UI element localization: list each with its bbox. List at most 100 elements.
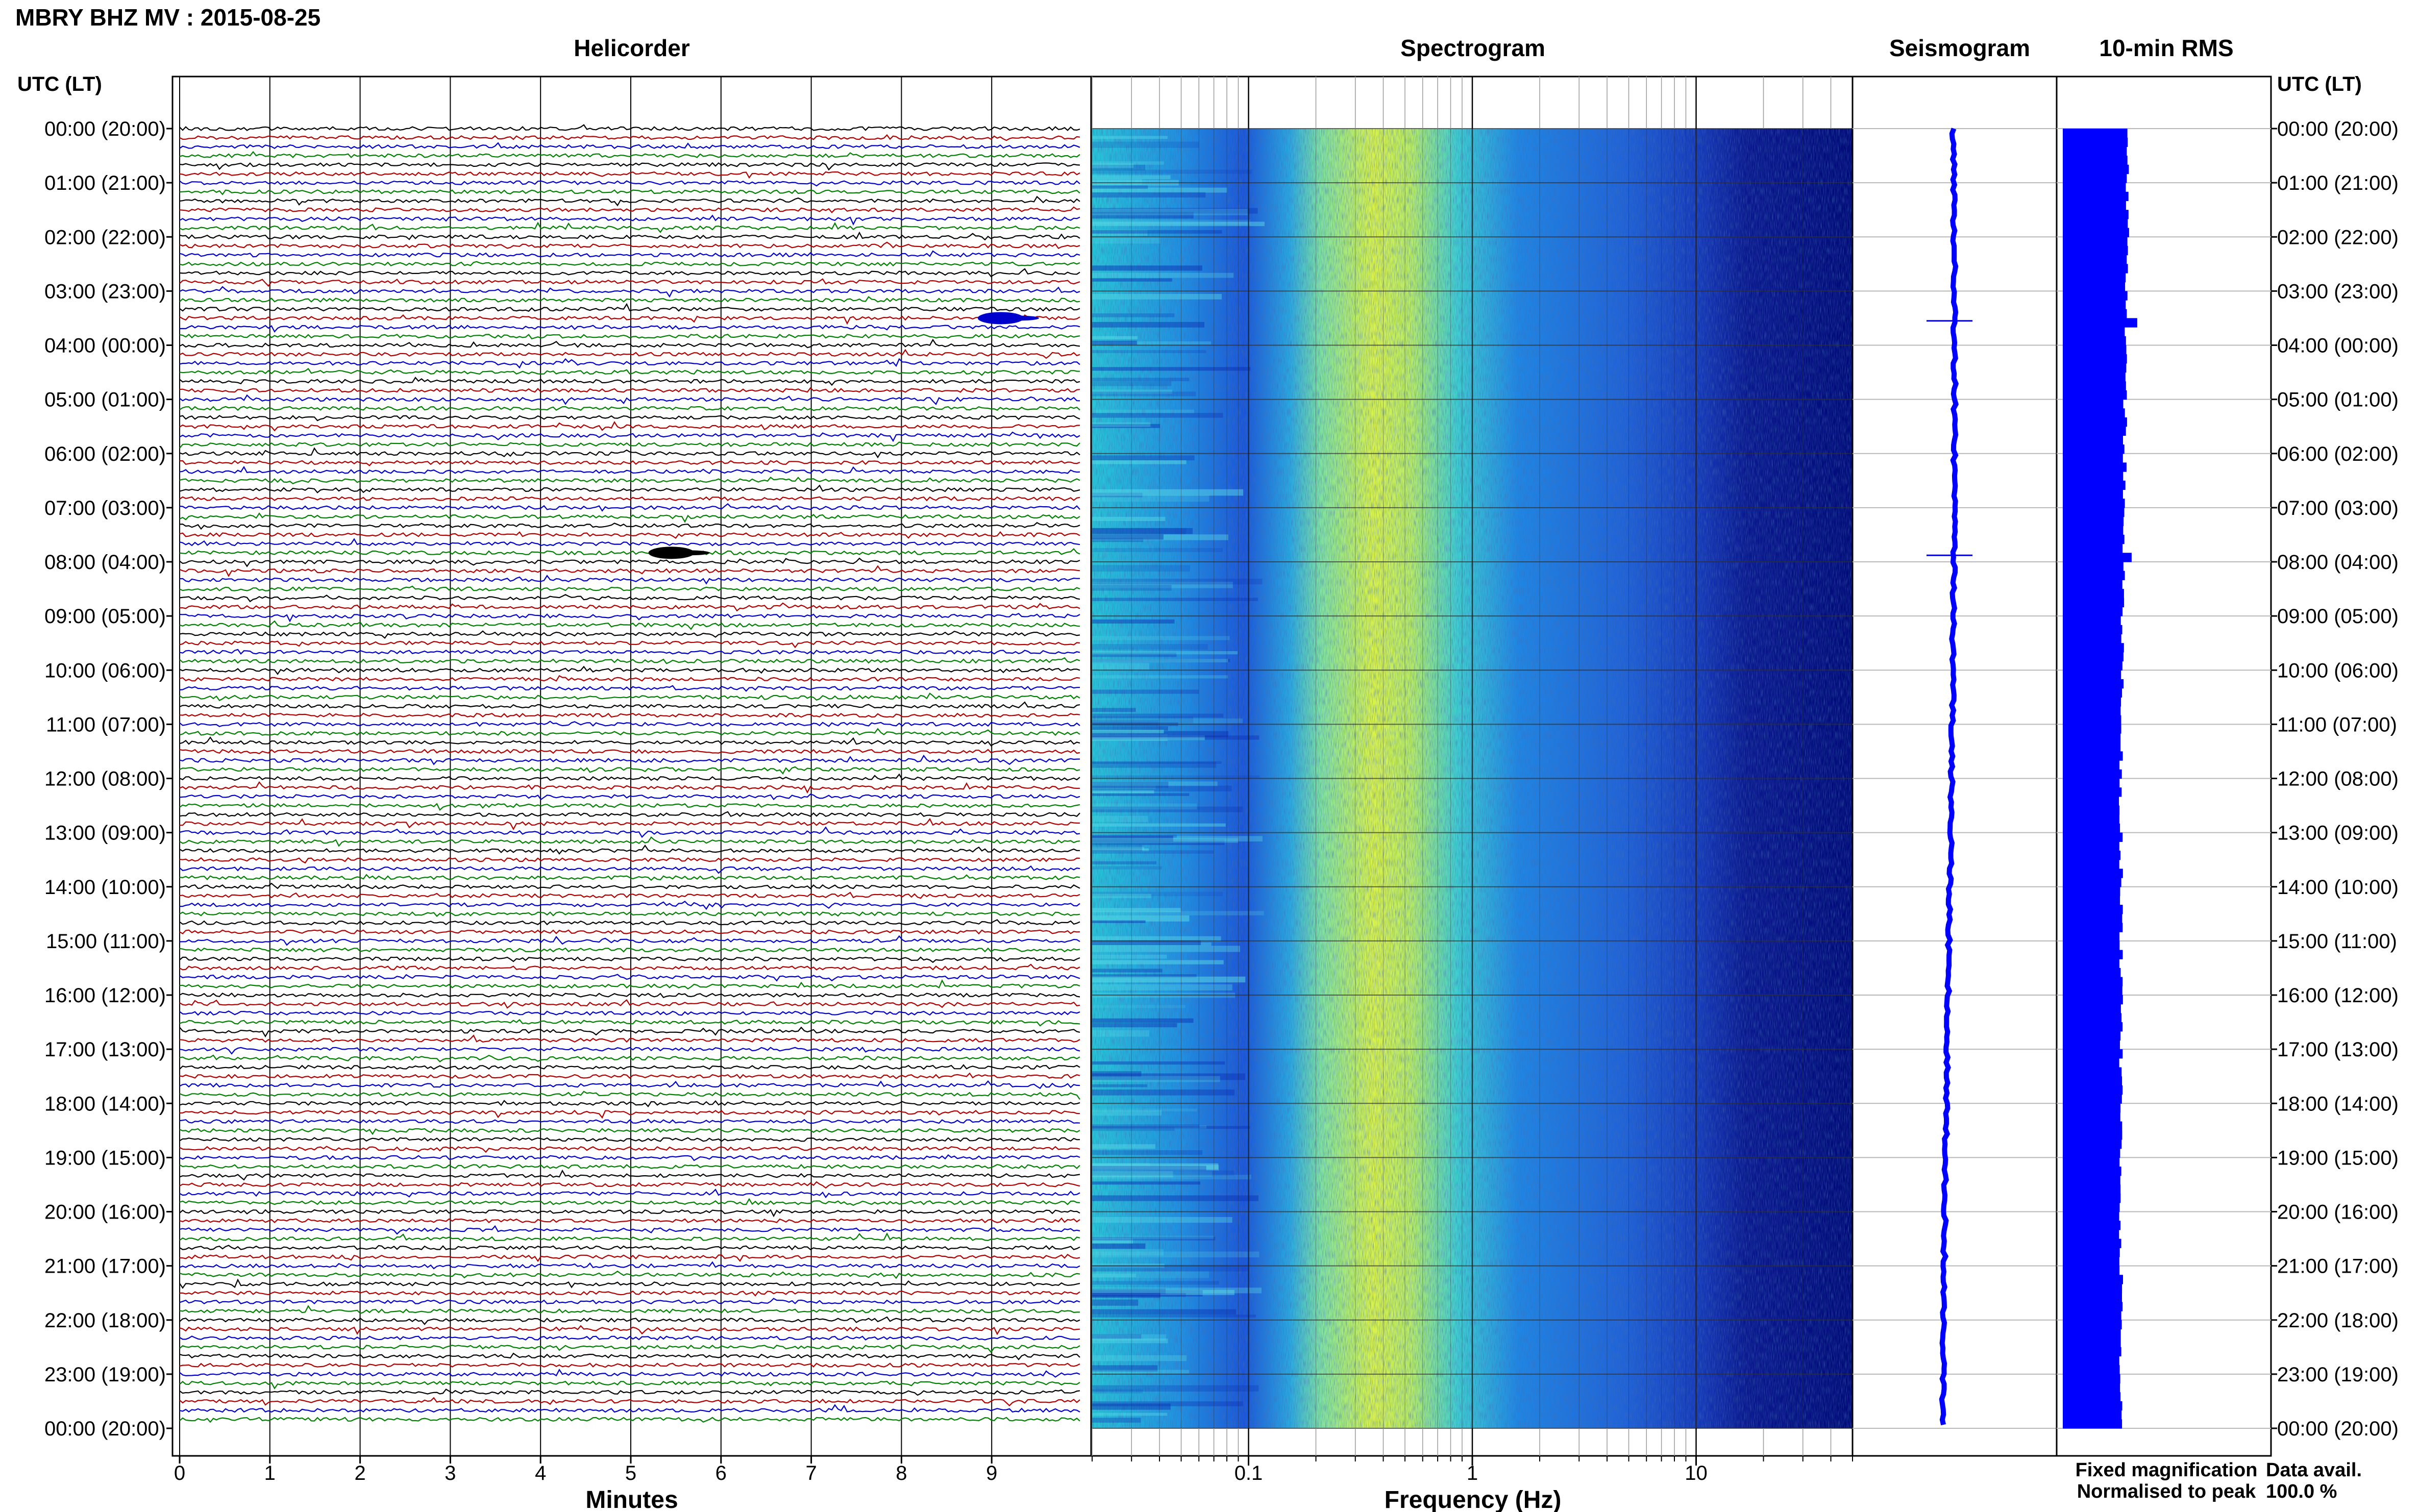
right-tick-label: 00:00 (20:00) (2277, 1418, 2399, 1440)
rms-bar (2063, 489, 2123, 499)
rms-bar (2063, 462, 2127, 472)
spectrogram-stripe (1092, 850, 1214, 854)
spectrogram-stripe (1092, 579, 1263, 585)
right-axis-label: UTC (LT) (2277, 73, 2362, 95)
helicorder-trace (179, 1369, 1080, 1378)
spectrogram-stripe (1092, 141, 1199, 148)
helicorder-x-tick-label: 0 (174, 1462, 185, 1484)
spectrogram-stripe (1092, 651, 1238, 655)
helicorder-trace (179, 1397, 1080, 1407)
rms-bar (2063, 210, 2129, 219)
spectrogram-stripe (1092, 1238, 1133, 1244)
spectrogram-stripe (1092, 652, 1177, 657)
rms-bar (2063, 381, 2126, 391)
right-tick-label: 05:00 (01:00) (2277, 389, 2399, 411)
right-tick-label: 23:00 (19:00) (2277, 1364, 2399, 1386)
spectrogram-stripe (1092, 1290, 1235, 1295)
helicorder-trace (179, 134, 1080, 141)
rms-bar (2063, 796, 2119, 806)
spectrogram-stripe (1092, 839, 1225, 846)
helicorder-trace (179, 794, 1080, 801)
helicorder-trace (179, 754, 1080, 765)
helicorder-trace (179, 496, 1080, 502)
spectrogram-stripe (1092, 321, 1204, 328)
helicorder-trace (179, 303, 1080, 312)
spectrogram-stripe (1092, 1281, 1219, 1285)
spectrogram-stripe (1092, 1243, 1146, 1249)
rms-bar (2063, 1238, 2121, 1248)
spectrogram-stripe (1092, 1073, 1245, 1080)
spectrogram-stripe (1092, 1126, 1175, 1131)
left-tick-label: 20:00 (16:00) (44, 1201, 166, 1224)
helicorder-trace (179, 548, 1080, 556)
spectrogram-stripe (1092, 1061, 1225, 1065)
helicorder-trace (179, 766, 1080, 775)
helicorder-trace (179, 189, 1080, 195)
spectrogram-stripe (1092, 734, 1168, 741)
rms-bar (2063, 869, 2123, 878)
helicorder-trace (179, 891, 1080, 899)
rms-bar (2063, 670, 2121, 680)
spectrogram-stripe (1092, 726, 1168, 731)
helicorder-trace (179, 1352, 1080, 1360)
rms-bar (2063, 778, 2120, 788)
spectrogram-stripe (1092, 1235, 1214, 1239)
helicorder-trace (179, 712, 1080, 718)
helicorder-trace (179, 1064, 1080, 1070)
rms-bar (2063, 245, 2128, 256)
helicorder-trace (179, 124, 1080, 131)
rms-bar (2063, 625, 2122, 635)
helicorder-trace (179, 857, 1080, 864)
helicorder-trace (179, 692, 1080, 702)
rms-bar (2063, 959, 2119, 969)
rms-bar (2063, 652, 2124, 662)
helicorder-trace (179, 1316, 1080, 1325)
spectrogram-stripe (1092, 1164, 1219, 1171)
rms-bar (2063, 1058, 2119, 1068)
spectrogram-stripe (1092, 1288, 1166, 1295)
spectrogram-stripe (1092, 720, 1158, 726)
helicorder-trace (179, 803, 1080, 811)
spectrogram-stripe (1092, 1170, 1234, 1176)
rms-bar (2063, 507, 2125, 517)
data-availability-value: 100.0 % (2266, 1481, 2337, 1502)
spectrogram-stripe (1092, 534, 1164, 540)
helicorder-trace (179, 874, 1080, 881)
helicorder-trace (179, 657, 1080, 664)
helicorder-trace (179, 1080, 1080, 1089)
spectrogram-stripe (1092, 294, 1222, 300)
rms-bar (2063, 1248, 2120, 1257)
rms-bar (2063, 300, 2126, 310)
helicorder-trace (179, 1119, 1080, 1124)
spectrogram-stripe (1092, 163, 1134, 168)
spectrogram-stripe (1092, 1030, 1149, 1037)
helicorder-trace (179, 325, 1080, 333)
spectrogram-stripe (1092, 785, 1232, 791)
rms-bar (2063, 1085, 2123, 1095)
spectrogram-stripe (1092, 192, 1206, 198)
rms-bar (2063, 814, 2119, 824)
rms-bar (2063, 1094, 2122, 1104)
helicorder-trace (179, 956, 1080, 963)
spectrogram-stripe (1092, 1249, 1164, 1256)
left-tick-label: 07:00 (03:00) (44, 497, 166, 519)
rms-bar (2063, 832, 2123, 842)
helicorder-trace (179, 162, 1080, 171)
helicorder-events (648, 312, 1039, 559)
rms-bar (2063, 363, 2127, 373)
rms-bar (2063, 1175, 2120, 1185)
spectrogram-stripe (1092, 313, 1175, 317)
rms-bar (2063, 1419, 2122, 1429)
spectrogram-stripe (1092, 422, 1151, 427)
rms-bar (2063, 1184, 2121, 1194)
rms-bar (2063, 607, 2122, 616)
rms-bar (2063, 1013, 2121, 1023)
spectrogram-stripe (1092, 974, 1197, 978)
spectrogram-stripe (1092, 582, 1233, 588)
helicorder-trace (179, 387, 1080, 393)
rms-bar (2063, 706, 2121, 716)
spectrogram-stripe (1092, 1126, 1250, 1129)
rms-bar (2063, 1275, 2123, 1284)
helicorder-trace (179, 1305, 1080, 1315)
spectrogram-stripe (1092, 845, 1143, 852)
